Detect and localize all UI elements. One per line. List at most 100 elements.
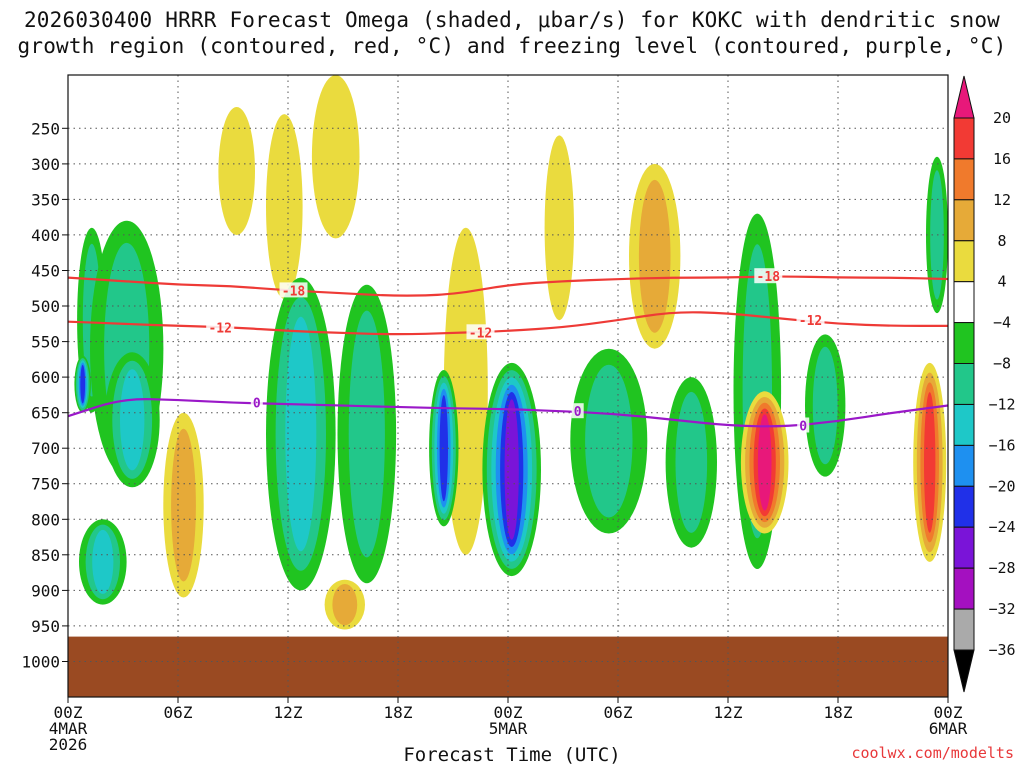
- x-tick-sublabel-4-0: 5MAR: [489, 719, 528, 738]
- colorbar-bin-7: [953, 363, 975, 405]
- ground-fill: [68, 636, 948, 697]
- omega-feature-3-band-2: [120, 369, 145, 471]
- colorbar-bin-4: [953, 240, 975, 283]
- y-tick-label-750: 750: [31, 475, 60, 494]
- y-tick-label-850: 850: [31, 546, 60, 565]
- colorbar-bin-2: [953, 158, 975, 201]
- colorbar-level-label-10: −24: [988, 518, 1015, 536]
- contour-label-5: 0: [253, 397, 261, 412]
- y-tick-label-550: 550: [31, 333, 60, 352]
- x-tick-label-8: 00Z: [934, 703, 963, 722]
- omega-feature-9-band-2: [285, 316, 317, 552]
- y-tick-label-450: 450: [31, 262, 60, 281]
- contour-freezing-level: [68, 398, 948, 428]
- colorbar-level-label-3: 8: [997, 232, 1006, 250]
- y-tick-label-700: 700: [31, 439, 60, 458]
- chart-title-line-2: growth region (contoured, red, °C) and f…: [17, 34, 1007, 58]
- colorbar-level-label-8: −16: [988, 436, 1015, 454]
- x-tick-label-5: 06Z: [604, 703, 633, 722]
- contour-label-1: -18: [757, 270, 781, 285]
- x-tick-sublabel-0-0: 4MAR: [49, 719, 88, 738]
- ground-layer: [68, 636, 948, 697]
- contour-label-4: -12: [799, 314, 822, 329]
- omega-feature-21-band-1: [812, 346, 838, 465]
- contour-label-3: -12: [469, 326, 492, 341]
- omega-feature-20-band-4: [757, 414, 772, 511]
- y-tick-label-300: 300: [31, 155, 60, 174]
- colorbar-bin-9: [953, 444, 975, 487]
- axis-layer: 250 300 350 400 450 500 550 600 650 700 750 800 850 9…: [21, 119, 967, 754]
- contour-label-bg-6: [571, 403, 584, 419]
- contour-label-bg-3: [466, 324, 495, 340]
- colorbar-bin-1: [953, 117, 975, 160]
- x-tick-sublabel-8-0: 6MAR: [929, 719, 968, 738]
- contour-label-bg-4: [796, 312, 825, 328]
- omega-feature-5-band-1: [171, 428, 196, 582]
- omega-feature-6-band-0: [218, 107, 255, 235]
- colorbar-level-label-5: −4: [993, 314, 1011, 332]
- colorbar-bottom-triangle: [953, 649, 975, 693]
- omega-feature-11-band-1: [332, 584, 358, 626]
- colorbar-level-label-0: 20: [993, 109, 1011, 127]
- omega-feature-18-band-1: [675, 391, 708, 533]
- colorbar-bin-11: [953, 526, 975, 569]
- x-tick-label-1: 06Z: [164, 703, 193, 722]
- x-tick-label-3: 18Z: [384, 703, 413, 722]
- y-tick-label-400: 400: [31, 226, 60, 245]
- contour-label-bg-0: [279, 282, 308, 298]
- omega-shading: [74, 75, 948, 630]
- omega-feature-10-band-1: [348, 310, 385, 558]
- colorbar-level-label-9: −20: [988, 477, 1015, 495]
- colorbar: 20 16 12 8 4 −4 −8 −12 −16 −20 −24 −28 −32 −36: [953, 75, 1016, 693]
- y-tick-label-650: 650: [31, 404, 60, 423]
- omega-feature-2-band-4: [80, 364, 86, 404]
- x-axis-title: Forecast Time (UTC): [403, 744, 621, 766]
- y-tick-label-500: 500: [31, 297, 60, 316]
- x-tick-label-7: 18Z: [824, 703, 853, 722]
- omega-feature-22-band-3: [924, 392, 936, 533]
- colorbar-level-label-12: −32: [988, 600, 1015, 618]
- y-tick-label-250: 250: [31, 119, 60, 138]
- x-tick-label-2: 12Z: [274, 703, 303, 722]
- colorbar-level-label-13: −36: [988, 641, 1015, 659]
- colorbar-bin-10: [953, 485, 975, 528]
- contour-label-6: 0: [574, 405, 582, 420]
- x-tick-label-6: 12Z: [714, 703, 743, 722]
- omega-feature-17-band-1: [585, 364, 633, 518]
- contour-label-7: 0: [799, 420, 807, 435]
- credit-text: coolwx.com/modelts: [851, 744, 1014, 762]
- y-tick-label-900: 900: [31, 581, 60, 600]
- x-tick-sublabel-0-1: 2026: [49, 735, 88, 754]
- y-tick-label-1000: 1000: [21, 653, 60, 672]
- omega-feature-8-band-0: [311, 75, 360, 239]
- y-tick-label-350: 350: [31, 190, 60, 209]
- colorbar-bin-5: [953, 281, 975, 324]
- colorbar-top-triangle: [953, 75, 975, 119]
- colorbar-bin-6: [953, 322, 975, 365]
- x-tick-label-4: 00Z: [494, 703, 523, 722]
- contour-label-0: -18: [282, 284, 306, 299]
- omega-feature-15-band-0: [544, 135, 574, 321]
- contour-layer: -18 -18 -12 -12 -12 0 0 0: [68, 268, 948, 435]
- omega-feature-7-band-0: [266, 114, 303, 299]
- colorbar-level-label-4: 4: [997, 273, 1006, 291]
- grid-layer: [68, 75, 948, 697]
- colorbar-bin-8: [953, 404, 975, 446]
- colorbar-bin-12: [953, 567, 975, 610]
- colorbar-level-label-2: 12: [993, 191, 1011, 209]
- y-tick-label-800: 800: [31, 510, 60, 529]
- y-tick-label-600: 600: [31, 368, 60, 387]
- y-tick-label-950: 950: [31, 617, 60, 636]
- colorbar-level-label-7: −12: [988, 396, 1015, 414]
- colorbar-bin-13: [953, 608, 975, 651]
- chart-title-line-1: 2026030400 HRRR Forecast Omega (shaded, …: [23, 8, 1001, 32]
- omega-feature-4-band-2: [92, 529, 114, 594]
- contour-label-bg-5: [250, 394, 263, 410]
- colorbar-bin-3: [953, 199, 975, 242]
- contour-label-2: -12: [208, 321, 231, 336]
- contour-label-bg-7: [797, 417, 810, 433]
- contour-label-bg-2: [206, 319, 235, 335]
- contour-label-bg-1: [754, 268, 783, 284]
- colorbar-level-label-6: −8: [993, 355, 1011, 373]
